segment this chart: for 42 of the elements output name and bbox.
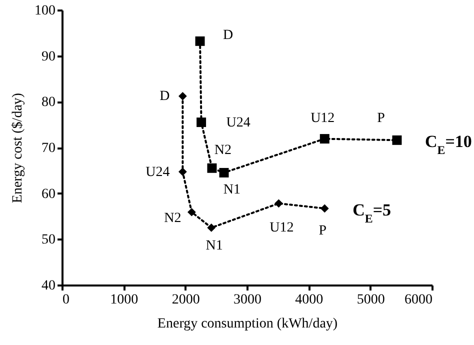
point: [178, 168, 187, 176]
point: [188, 208, 196, 216]
point: [320, 204, 329, 213]
point: [195, 36, 205, 46]
annotation: N1: [206, 238, 223, 254]
annotation: D: [160, 89, 170, 104]
y-tick-label: 90: [42, 49, 56, 64]
series-label: C$_{E}$=5: [352, 200, 392, 226]
y-tick-label: 70: [42, 141, 56, 156]
point: [207, 224, 216, 232]
point: [178, 92, 187, 100]
annotation: N2: [214, 143, 232, 158]
x-tick-label: 1000: [110, 292, 138, 308]
annotation: P: [377, 111, 386, 126]
x-tick-label: 4000: [295, 292, 324, 308]
point: [274, 199, 283, 208]
y-tick-label: 100: [34, 4, 56, 18]
point: [392, 135, 402, 145]
y-tick-label: 40: [42, 278, 56, 294]
x-tick-label: 2000: [172, 292, 200, 308]
annotation: N2: [164, 211, 182, 226]
annotation: N1: [223, 182, 241, 198]
annotation: P: [318, 223, 327, 238]
y-axis-title: Energy cost ($/day): [10, 92, 26, 204]
annotation: U12: [270, 220, 294, 236]
x-tick-label: 3000: [234, 292, 262, 308]
annotation: U24: [146, 164, 170, 180]
series-label: C$_{E}$=10: [424, 132, 472, 158]
point: [320, 134, 330, 144]
x-tick-label: 0: [62, 292, 70, 308]
point: [219, 168, 229, 178]
point: [196, 118, 206, 128]
x-axis-title: Energy consumption (kWh/day): [157, 316, 338, 332]
annotation: D: [223, 28, 234, 44]
x-tick-label: 5000: [356, 292, 385, 308]
y-tick-label: 60: [42, 186, 56, 202]
y-tick-label: 50: [42, 232, 56, 248]
annotation: U24: [226, 115, 250, 130]
point: [207, 163, 217, 173]
x-tick-label: 6000: [404, 292, 432, 308]
annotation: U12: [310, 110, 335, 126]
y-tick-label: 80: [42, 95, 56, 110]
